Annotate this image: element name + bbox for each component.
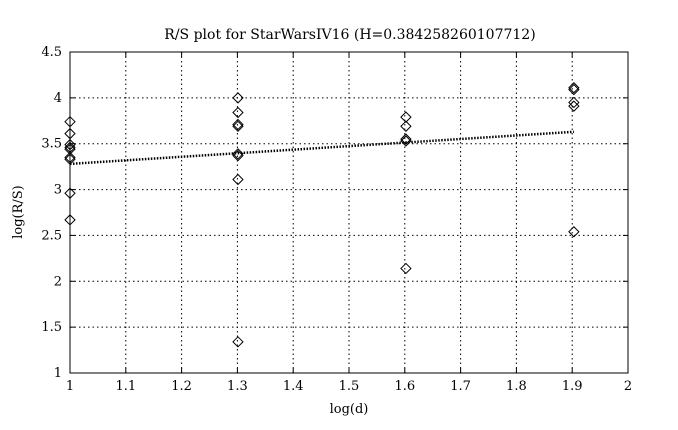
data-point-diamond bbox=[232, 149, 244, 162]
x-tick-label: 1 bbox=[66, 379, 74, 394]
data-point-diamond bbox=[64, 115, 76, 128]
y-tick-label: 1.5 bbox=[41, 320, 62, 335]
data-point-diamond bbox=[64, 214, 76, 226]
x-tick-labels: 1 1.1 1.2 1.3 1.4 1.5 1.6 1.7 1.8 1.9 2 bbox=[66, 379, 632, 394]
data-point-diamond bbox=[232, 120, 244, 132]
data-point-diamond bbox=[400, 262, 412, 275]
x-tick-label: 1.1 bbox=[115, 379, 136, 394]
x-tick-label: 1.4 bbox=[283, 379, 304, 394]
x-tick-label: 1.8 bbox=[506, 379, 527, 394]
data-point-diamond bbox=[400, 111, 412, 123]
plot-frame bbox=[69, 51, 629, 374]
x-tick-label: 1.6 bbox=[394, 379, 415, 394]
data-point-diamond bbox=[64, 153, 76, 166]
x-axis-label: log(d) bbox=[330, 402, 369, 417]
data-point-diamond bbox=[64, 187, 76, 199]
y-tick-label: 4.5 bbox=[41, 45, 62, 60]
grid-lines bbox=[70, 52, 628, 373]
data-point-diamond bbox=[64, 151, 76, 164]
data-point-diamond bbox=[64, 138, 76, 151]
y-tick-label: 2 bbox=[54, 274, 62, 289]
data-point-diamond bbox=[400, 120, 412, 132]
data-point-diamond bbox=[400, 135, 412, 147]
chart-title: R/S plot for StarWarsIV16 (H=0.384258260… bbox=[164, 27, 535, 43]
x-tick-label: 1.3 bbox=[227, 379, 248, 394]
y-tick-label: 3.5 bbox=[41, 137, 62, 152]
data-points bbox=[64, 82, 580, 348]
data-point-diamond bbox=[64, 127, 76, 140]
data-point-diamond bbox=[568, 96, 580, 109]
data-point-diamond bbox=[568, 100, 580, 112]
x-tick-label: 1.7 bbox=[450, 379, 471, 394]
x-tick-label: 2 bbox=[624, 379, 632, 394]
x-tick-label: 1.9 bbox=[562, 379, 583, 394]
data-point-diamond bbox=[232, 173, 244, 186]
y-tick-label: 4 bbox=[54, 91, 62, 106]
y-tick-label: 2.5 bbox=[41, 228, 62, 243]
data-point-diamond bbox=[568, 82, 580, 94]
fit-line-group bbox=[69, 130, 574, 166]
data-point-diamond bbox=[232, 336, 244, 348]
data-point-diamond bbox=[232, 106, 244, 119]
y-tick-label: 1 bbox=[54, 366, 62, 381]
data-point-diamond bbox=[568, 83, 580, 96]
fit-line bbox=[69, 130, 574, 166]
axis-ticks bbox=[69, 51, 629, 374]
x-tick-label: 1.5 bbox=[339, 379, 360, 394]
y-axis-label: log(R/S) bbox=[11, 185, 26, 239]
y-tick-labels: 1 1.5 2 2.5 3 3.5 4 4.5 bbox=[41, 45, 62, 381]
data-point-diamond bbox=[232, 118, 244, 131]
data-point-diamond bbox=[400, 133, 412, 145]
data-point-diamond bbox=[568, 226, 580, 238]
y-tick-label: 3 bbox=[54, 183, 62, 198]
data-point-diamond bbox=[232, 92, 244, 104]
x-tick-label: 1.2 bbox=[171, 379, 192, 394]
data-point-diamond bbox=[232, 148, 244, 160]
